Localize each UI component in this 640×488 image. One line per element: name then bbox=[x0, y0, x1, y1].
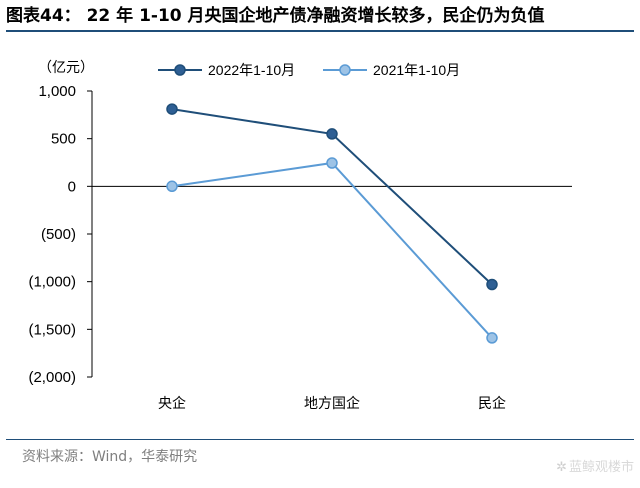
y-tick-label: 1,000 bbox=[38, 83, 76, 100]
y-tick-label: (500) bbox=[41, 226, 76, 243]
chart-title: 图表44： 22 年 1-10 月央国企地产债净融资增长较多，民企仍为负值 bbox=[6, 6, 545, 26]
legend-item-1: 2022年1-10月 bbox=[158, 62, 295, 78]
legend-label: 2021年1-10月 bbox=[373, 62, 460, 78]
series-1 bbox=[166, 103, 498, 291]
y-tick-label: 500 bbox=[51, 131, 76, 148]
title-underline bbox=[6, 30, 634, 32]
y-tick-label: (1,000) bbox=[28, 274, 76, 291]
data-point bbox=[166, 180, 178, 193]
fan-icon: ✲ bbox=[556, 460, 567, 475]
source-note: 资料来源：Wind，华泰研究 bbox=[22, 449, 198, 465]
legend-marker bbox=[174, 64, 186, 76]
legend-marker bbox=[339, 64, 351, 76]
series-group bbox=[166, 103, 498, 344]
legend: 2022年1-10月 2021年1-10月 bbox=[158, 62, 460, 78]
x-tick-label: 地方国企 bbox=[304, 395, 360, 412]
watermark-text: 蓝鲸观楼市 bbox=[568, 460, 634, 475]
x-axis: 央企 地方国企 民企 bbox=[92, 185, 572, 412]
series-2 bbox=[166, 157, 498, 344]
y-tick-label: 0 bbox=[68, 178, 76, 195]
y-unit-label: （亿元） bbox=[38, 60, 94, 76]
legend-label: 2022年1-10月 bbox=[208, 62, 295, 78]
data-point bbox=[486, 278, 498, 291]
footer-rule bbox=[6, 439, 634, 440]
data-point bbox=[326, 128, 338, 140]
y-axis: 1,000 500 0 (500) (1,000) (1,500) (2,000) bbox=[28, 83, 93, 386]
data-point bbox=[166, 103, 178, 115]
data-point bbox=[326, 157, 338, 169]
legend-item-2: 2021年1-10月 bbox=[323, 62, 460, 78]
x-tick-label: 央企 bbox=[158, 395, 186, 412]
data-point bbox=[486, 332, 498, 344]
series-line bbox=[171, 161, 493, 339]
y-tick-label: (1,500) bbox=[28, 321, 76, 338]
watermark: ✲ 蓝鲸观楼市 bbox=[556, 456, 634, 475]
y-tick-label: (2,000) bbox=[28, 369, 76, 386]
x-tick-label: 民企 bbox=[478, 395, 506, 412]
